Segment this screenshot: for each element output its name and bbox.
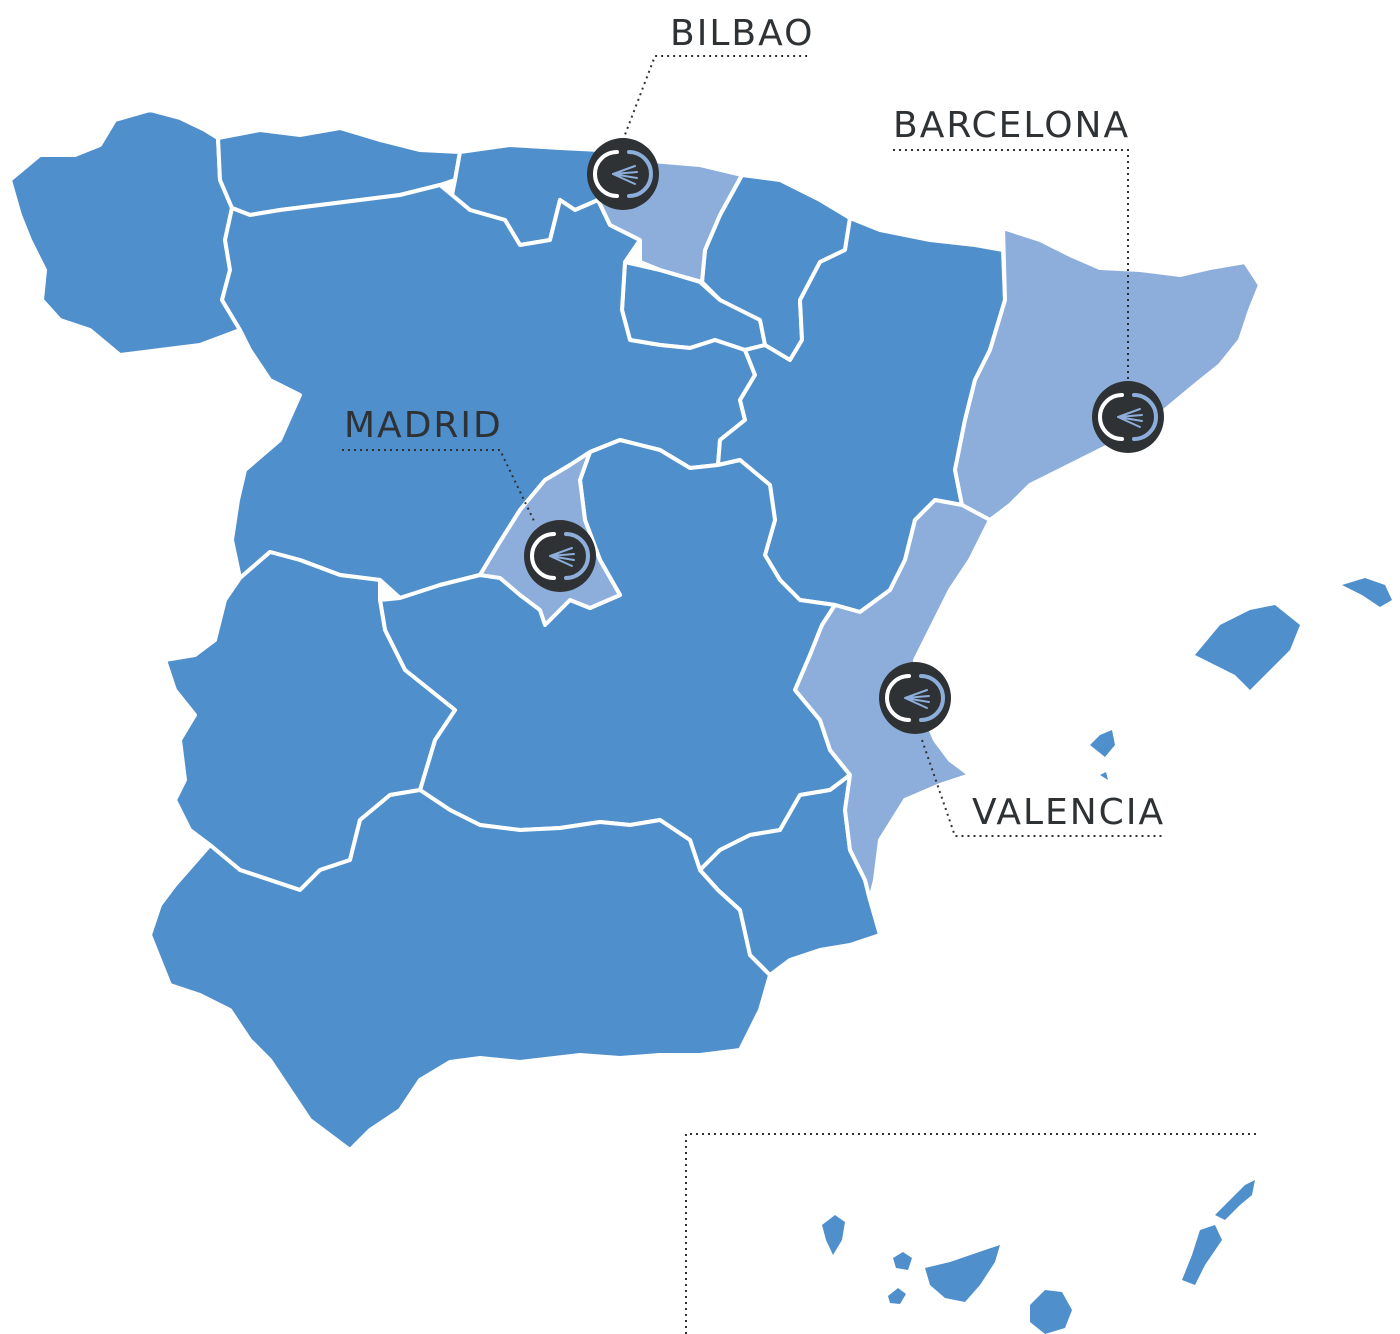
madrid-label: MADRID — [344, 405, 503, 446]
office-logo-icon — [885, 674, 945, 722]
madrid-marker[interactable] — [524, 520, 596, 592]
valencia-leader-line — [921, 739, 1165, 837]
bilbao-marker[interactable] — [587, 138, 659, 210]
office-markers — [524, 138, 1164, 734]
office-logo-icon — [530, 532, 590, 580]
valencia-marker[interactable] — [879, 662, 951, 734]
island-formentera — [1100, 772, 1108, 780]
canary-islands-inset — [685, 1133, 1256, 1334]
island-menorca — [1342, 578, 1392, 607]
office-labels: BILBAO BARCELONA MADRID VALENCIA — [342, 13, 1165, 837]
valencia-label: VALENCIA — [972, 792, 1165, 833]
island-la-gomera — [893, 1252, 912, 1270]
island-el-hierro — [888, 1288, 906, 1304]
barcelona-leader-line — [893, 149, 1129, 382]
inset-frame — [685, 1133, 1256, 1334]
balearic-islands — [1090, 578, 1392, 780]
island-gran-canaria — [1030, 1290, 1072, 1334]
island-lanzarote — [1215, 1180, 1255, 1220]
bilbao-label: BILBAO — [670, 13, 814, 54]
barcelona-label: BARCELONA — [893, 105, 1130, 146]
office-logo-icon — [1098, 393, 1158, 441]
island-mallorca — [1195, 605, 1300, 690]
office-logo-icon — [593, 150, 653, 198]
region-galicia — [8, 108, 242, 357]
island-fuerteventura — [1182, 1225, 1222, 1285]
region-andalucia — [148, 788, 772, 1152]
island-la-palma — [822, 1215, 845, 1255]
bilbao-leader-line — [622, 55, 810, 141]
region-catalonia — [953, 226, 1262, 522]
barcelona-marker[interactable] — [1092, 381, 1164, 453]
madrid-leader-line — [342, 449, 536, 524]
island-ibiza — [1090, 730, 1115, 757]
island-tenerife — [925, 1245, 1000, 1302]
mainland-regions — [8, 108, 1007, 1152]
